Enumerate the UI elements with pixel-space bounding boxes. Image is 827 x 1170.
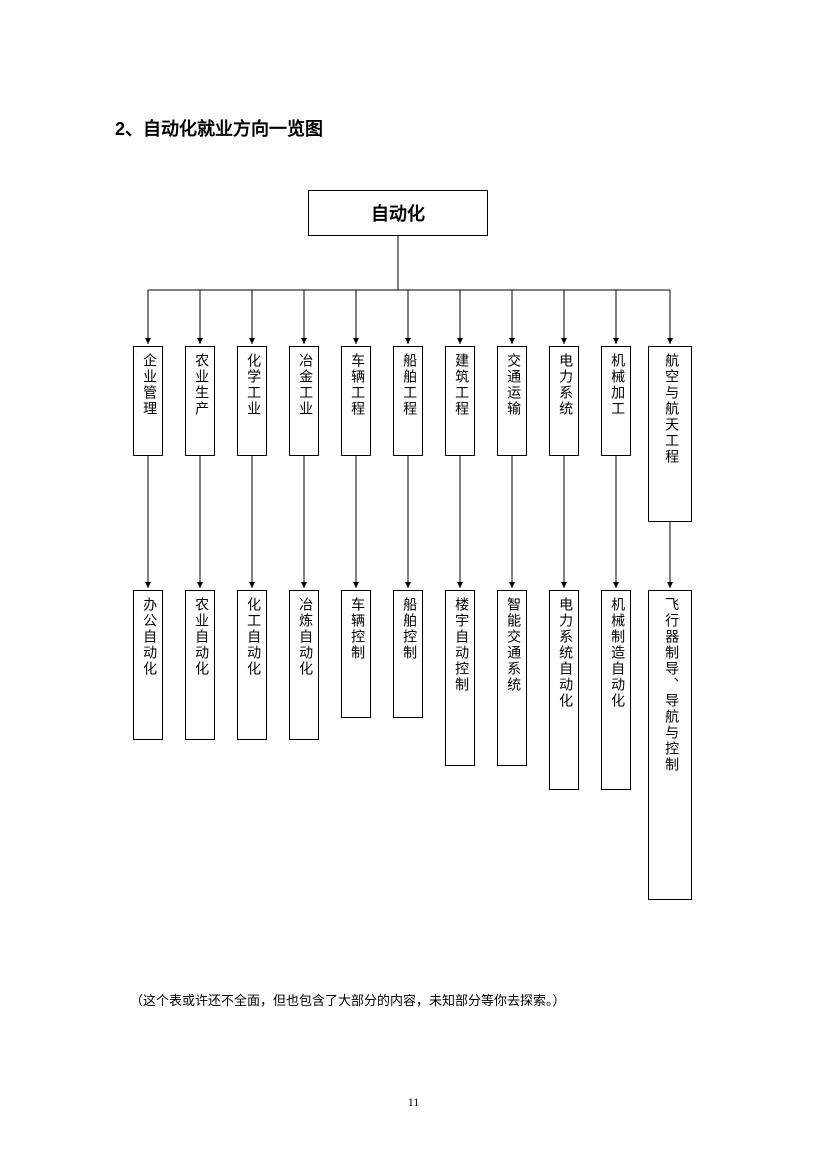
level2-node-8: 电力系统自动化	[549, 590, 579, 790]
level1-node-0-label: 企业管理	[139, 353, 157, 417]
level1-node-7-label: 交通运输	[503, 353, 521, 417]
level2-node-10-label: 飞行器制导、导航与控制	[661, 597, 679, 773]
level1-node-9-label: 机械加工	[607, 353, 625, 417]
level2-node-5: 船舶控制	[393, 590, 423, 718]
level1-node-8: 电力系统	[549, 346, 579, 456]
level1-node-3-label: 冶金工业	[295, 353, 313, 417]
level2-node-3-label: 冶炼自动化	[295, 597, 313, 677]
level1-node-2-label: 化学工业	[243, 353, 261, 417]
level1-node-7: 交通运输	[497, 346, 527, 456]
page: 2、自动化就业方向一览图 自动化 企业管理农业生产化学工业冶金工业车辆工程船舶工…	[0, 0, 827, 1170]
level1-node-4: 车辆工程	[341, 346, 371, 456]
footnote: （这个表或许还不全面，但也包含了大部分的内容，未知部分等你去探索。）	[130, 990, 566, 1009]
level1-node-6-label: 建筑工程	[451, 353, 469, 417]
level2-node-1: 农业自动化	[185, 590, 215, 740]
level1-node-2: 化学工业	[237, 346, 267, 456]
page-number: 11	[408, 1095, 420, 1110]
level2-node-6-label: 楼宇自动控制	[451, 597, 469, 693]
level2-node-4: 车辆控制	[341, 590, 371, 718]
root-node: 自动化	[308, 190, 488, 236]
level1-node-5: 船舶工程	[393, 346, 423, 456]
level1-node-6: 建筑工程	[445, 346, 475, 456]
level1-node-5-label: 船舶工程	[399, 353, 417, 417]
level1-node-8-label: 电力系统	[555, 353, 573, 417]
level2-node-7: 智能交通系统	[497, 590, 527, 766]
level2-node-6: 楼宇自动控制	[445, 590, 475, 766]
level1-node-1-label: 农业生产	[191, 353, 209, 417]
level2-node-8-label: 电力系统自动化	[555, 597, 573, 709]
level1-node-10: 航空与航天工程	[648, 346, 692, 522]
level2-node-3: 冶炼自动化	[289, 590, 319, 740]
level1-node-4-label: 车辆工程	[347, 353, 365, 417]
level2-node-5-label: 船舶控制	[399, 597, 417, 661]
level2-node-9: 机械制造自动化	[601, 590, 631, 790]
root-label: 自动化	[371, 200, 425, 226]
level1-node-9: 机械加工	[601, 346, 631, 456]
level2-node-0-label: 办公自动化	[139, 597, 157, 677]
level1-node-10-label: 航空与航天工程	[661, 353, 679, 465]
level2-node-0: 办公自动化	[133, 590, 163, 740]
level2-node-1-label: 农业自动化	[191, 597, 209, 677]
level2-node-7-label: 智能交通系统	[503, 597, 521, 693]
level2-node-9-label: 机械制造自动化	[607, 597, 625, 709]
level2-node-4-label: 车辆控制	[347, 597, 365, 661]
level2-node-10: 飞行器制导、导航与控制	[648, 590, 692, 900]
level1-node-0: 企业管理	[133, 346, 163, 456]
level1-node-3: 冶金工业	[289, 346, 319, 456]
level2-node-2: 化工自动化	[237, 590, 267, 740]
level2-node-2-label: 化工自动化	[243, 597, 261, 677]
level1-node-1: 农业生产	[185, 346, 215, 456]
